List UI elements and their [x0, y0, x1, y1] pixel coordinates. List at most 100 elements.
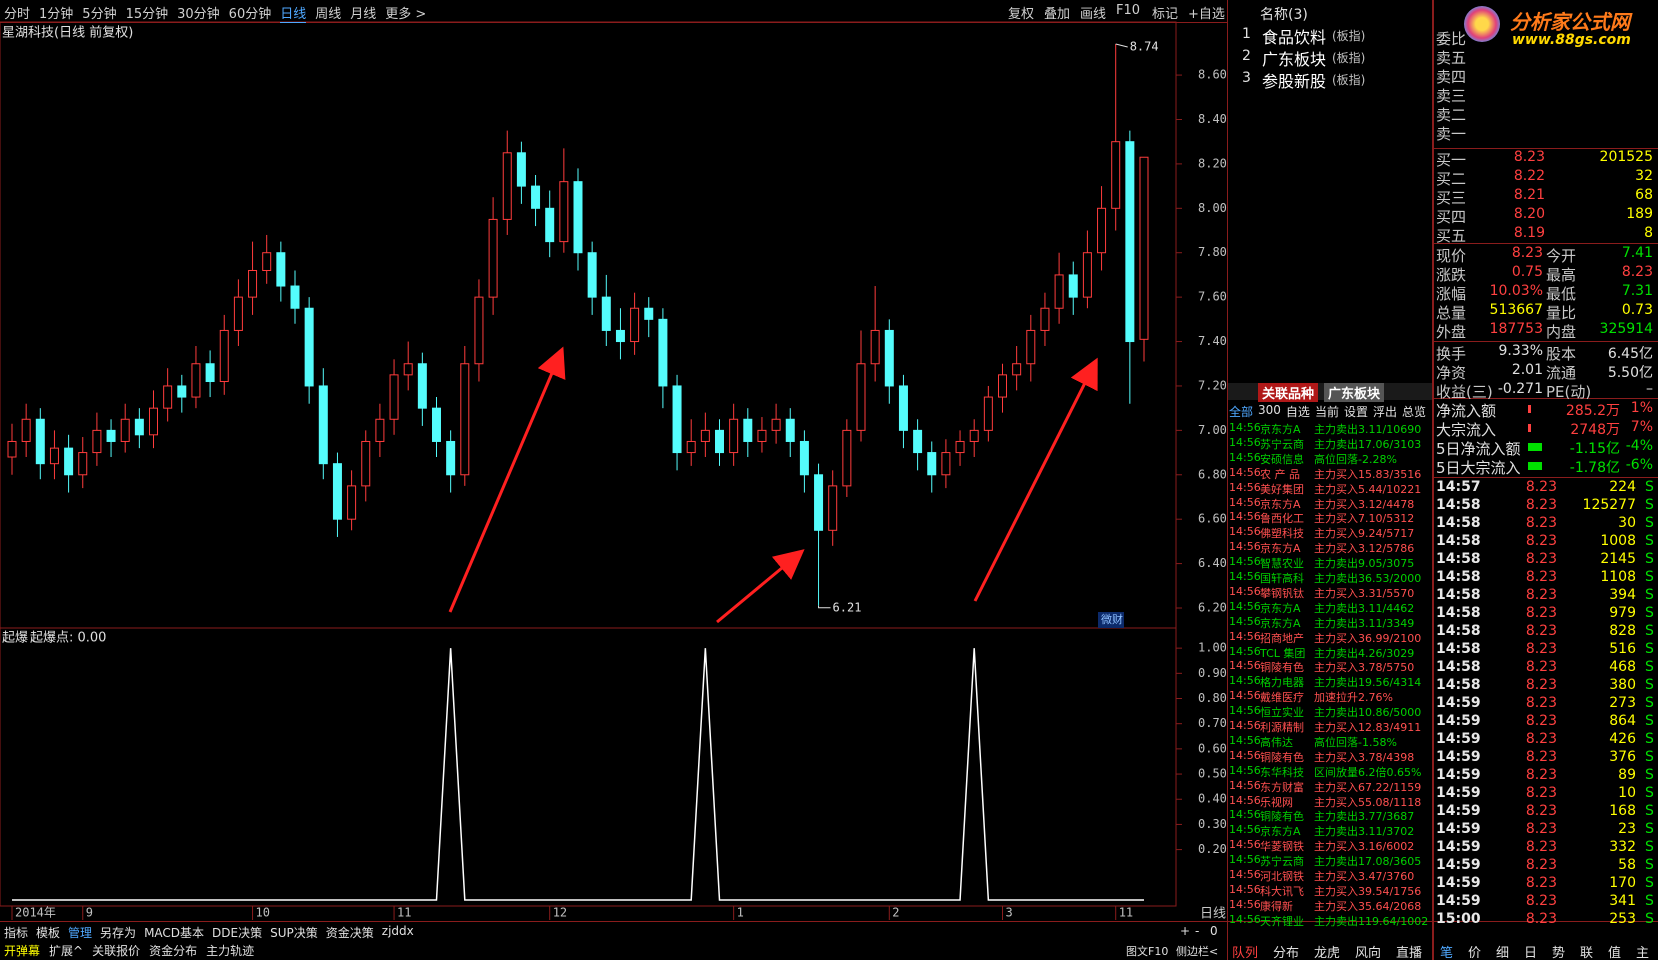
panel-tab[interactable]: 分布: [1273, 946, 1300, 960]
detail-tab[interactable]: 价: [1468, 946, 1482, 960]
bottom-extra[interactable]: 资金分布: [149, 944, 198, 958]
news-stock[interactable]: 招商地产: [1260, 631, 1304, 645]
bottom-tool[interactable]: zjddx: [381, 924, 414, 938]
news-stock[interactable]: 苏宁云商: [1260, 437, 1304, 451]
news-filter[interactable]: 浮出: [1372, 405, 1397, 419]
badge[interactable]: 微财: [1101, 612, 1123, 626]
side-button[interactable]: 图文F10: [1126, 945, 1169, 958]
toolbar-tab[interactable]: 30分钟: [177, 7, 220, 22]
news-stock[interactable]: 康得新: [1260, 899, 1293, 913]
news-stock[interactable]: 京东方A: [1260, 601, 1301, 615]
bottom-tool[interactable]: 管理: [68, 926, 93, 940]
news-stock[interactable]: 京东方A: [1260, 825, 1301, 839]
bottom-tool[interactable]: MACD基本: [144, 926, 205, 940]
bottom-tool[interactable]: 模板: [36, 926, 61, 940]
toolbar-tool[interactable]: 标记: [1152, 7, 1179, 22]
news-filter[interactable]: 当前: [1314, 405, 1339, 419]
name-item[interactable]: 食品饮料: [1262, 28, 1327, 47]
news-stock[interactable]: 美好集团: [1260, 482, 1304, 496]
candle-body: [219, 329, 229, 383]
zoom-button[interactable]: -: [1195, 924, 1200, 938]
news-stock[interactable]: 铜陵有色: [1260, 750, 1304, 764]
news-tab[interactable]: 关联品种: [1258, 383, 1319, 402]
toolbar-tab[interactable]: 月线: [350, 7, 377, 22]
news-stock[interactable]: TCL 集团: [1260, 646, 1306, 660]
news-stock[interactable]: 河北钢铁: [1260, 870, 1304, 883]
detail-tab[interactable]: 联: [1580, 946, 1594, 960]
news-stock[interactable]: 天齐锂业: [1260, 914, 1304, 928]
news-stock[interactable]: 东华科技: [1260, 765, 1304, 779]
toolbar-tab[interactable]: 15分钟: [125, 7, 169, 22]
news-filter[interactable]: 总览: [1401, 405, 1426, 419]
news-filter[interactable]: 300: [1258, 403, 1281, 417]
news-filter[interactable]: 设置: [1343, 405, 1368, 419]
toolbar-tool[interactable]: 复权: [1008, 7, 1035, 22]
toolbar-tab[interactable]: 分时: [4, 7, 31, 22]
news-time: 14:56: [1229, 808, 1261, 822]
news-tab[interactable]: 广东板块: [1324, 383, 1385, 402]
zoom-button[interactable]: 0: [1210, 924, 1218, 938]
news-stock[interactable]: 恒立实业: [1260, 706, 1304, 720]
bottom-extra[interactable]: 关联报价: [92, 944, 141, 958]
news-stock[interactable]: 京东方A: [1260, 542, 1301, 556]
news-stock[interactable]: 京东方A: [1260, 423, 1301, 436]
news-stock[interactable]: 东方财富: [1260, 780, 1304, 794]
panel-tab[interactable]: 龙虎: [1314, 946, 1341, 960]
news-filter[interactable]: 全部: [1229, 405, 1254, 419]
news-stock[interactable]: 安硕信息: [1260, 452, 1304, 466]
toolbar-tab[interactable]: 周线: [315, 7, 342, 22]
news-stock[interactable]: 苏宁云商: [1260, 855, 1304, 869]
news-stock[interactable]: 高伟达: [1260, 735, 1293, 749]
bottom-tool[interactable]: 指标: [4, 926, 29, 940]
toolbar-tool[interactable]: 画线: [1080, 7, 1107, 22]
name-item[interactable]: 广东板块: [1262, 50, 1327, 69]
news-stock[interactable]: 铜陵有色: [1260, 661, 1304, 675]
toolbar-tab[interactable]: 更多 >: [385, 7, 427, 22]
toolbar-tool[interactable]: 叠加: [1044, 7, 1071, 22]
news-stock[interactable]: 京东方A: [1260, 497, 1301, 511]
news-stock[interactable]: 智慧农业: [1260, 557, 1304, 571]
news-stock[interactable]: 科大讯飞: [1260, 884, 1304, 898]
toolbar-tab[interactable]: 日线: [280, 3, 307, 23]
news-stock[interactable]: 国轩高科: [1260, 572, 1304, 585]
panel-tab[interactable]: 队列: [1232, 946, 1259, 960]
candle-body: [49, 447, 59, 465]
detail-tab[interactable]: 日: [1524, 946, 1538, 960]
y-tick-label: 8.20: [1198, 156, 1227, 170]
toolbar-tab[interactable]: 60分钟: [228, 7, 272, 22]
bottom-tool[interactable]: 资金决策: [325, 926, 374, 940]
news-stock[interactable]: 格力电器: [1260, 676, 1304, 690]
detail-tab[interactable]: 主: [1636, 946, 1650, 960]
news-stock[interactable]: 戴维医疗: [1260, 691, 1304, 705]
news-stock[interactable]: 京东方A: [1260, 616, 1301, 630]
bottom-tool[interactable]: SUP决策: [270, 926, 318, 940]
panel-tab[interactable]: 直播: [1396, 946, 1423, 960]
toolbar-tab[interactable]: 5分钟: [82, 7, 117, 22]
zoom-button[interactable]: +: [1180, 924, 1191, 938]
bottom-extra[interactable]: 开弹幕: [4, 944, 41, 958]
side-button[interactable]: 侧边栏<: [1176, 945, 1219, 958]
bottom-extra[interactable]: 扩展^: [49, 944, 84, 958]
detail-tab[interactable]: 笔: [1440, 946, 1454, 960]
news-stock[interactable]: 铜陵有色: [1260, 810, 1304, 824]
panel-tab[interactable]: 风向: [1355, 946, 1382, 960]
detail-tab[interactable]: 值: [1608, 946, 1622, 960]
toolbar-tab[interactable]: 1分钟: [39, 7, 74, 22]
toolbar-tool[interactable]: F10: [1116, 3, 1141, 18]
news-stock[interactable]: 鲁西化工: [1260, 512, 1304, 526]
y-tick-label: 0.20: [1198, 842, 1227, 856]
name-item[interactable]: 参股新股: [1262, 72, 1327, 91]
news-stock[interactable]: 乐视网: [1260, 795, 1293, 809]
news-stock[interactable]: 攀钢钒钛: [1260, 586, 1304, 600]
news-stock[interactable]: 农 产 品: [1260, 467, 1300, 481]
detail-tab[interactable]: 势: [1552, 946, 1566, 960]
news-stock[interactable]: 佛塑科技: [1260, 527, 1304, 541]
news-stock[interactable]: 利源精制: [1260, 721, 1304, 734]
bottom-tool[interactable]: DDE决策: [212, 926, 263, 940]
news-stock[interactable]: 华菱钢铁: [1260, 840, 1304, 854]
bottom-extra[interactable]: 主力轨迹: [206, 944, 255, 958]
bottom-tool[interactable]: 另存为: [100, 926, 137, 940]
toolbar-tool[interactable]: +自选: [1188, 7, 1225, 22]
detail-tab[interactable]: 细: [1496, 946, 1510, 960]
news-filter[interactable]: 自选: [1285, 405, 1310, 419]
